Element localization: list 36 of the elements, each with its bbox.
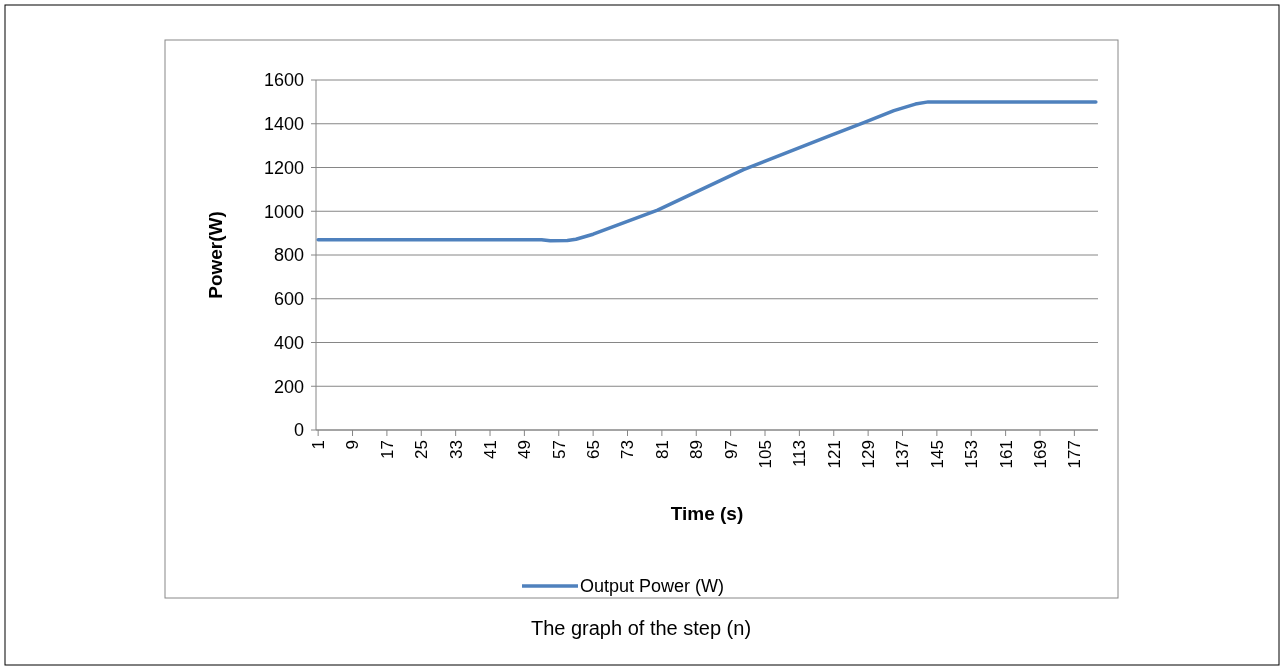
y-axis-title: Power(W) — [205, 211, 226, 299]
x-tick-label: 41 — [480, 440, 500, 459]
x-tick-label: 73 — [618, 440, 638, 459]
legend-label: Output Power (W) — [580, 576, 725, 597]
x-tick-label: 121 — [824, 440, 844, 469]
x-tick-label: 153 — [962, 440, 982, 469]
x-tick-label: 161 — [996, 440, 1016, 469]
x-tick-label: 113 — [790, 440, 810, 468]
x-tick-label: 57 — [549, 440, 569, 459]
x-tick-label: 49 — [515, 440, 535, 459]
y-tick-label: 400 — [273, 332, 304, 353]
y-tick-label: 600 — [273, 289, 304, 310]
y-tick-label: 1600 — [263, 70, 304, 91]
x-tick-label: 33 — [446, 440, 466, 459]
x-tick-label: 169 — [1030, 440, 1050, 469]
x-axis-title: Time (s) — [670, 503, 744, 524]
x-tick-label: 105 — [755, 440, 775, 469]
y-tick-label: 0 — [293, 420, 304, 441]
y-tick-label: 200 — [273, 376, 304, 397]
x-tick-label: 81 — [652, 440, 672, 459]
y-tick-label: 800 — [273, 245, 304, 266]
x-tick-label: 137 — [893, 440, 913, 469]
x-tick-label: 177 — [1065, 440, 1085, 469]
x-tick-label: 89 — [687, 440, 707, 459]
y-tick-label: 1400 — [263, 114, 304, 135]
x-tick-label: 1 — [309, 440, 329, 450]
y-tick-label: 1000 — [263, 201, 304, 222]
y-tick-label: 1200 — [263, 157, 304, 178]
x-tick-label: 65 — [584, 440, 604, 459]
text: The graph of the step (n) — [530, 617, 752, 639]
x-tick-label: 129 — [859, 440, 879, 469]
x-tick-label: 17 — [377, 440, 397, 459]
x-tick-label: 9 — [343, 440, 363, 450]
x-tick-label: 97 — [721, 440, 741, 459]
x-tick-label: 145 — [927, 440, 947, 469]
x-tick-label: 25 — [412, 440, 432, 459]
